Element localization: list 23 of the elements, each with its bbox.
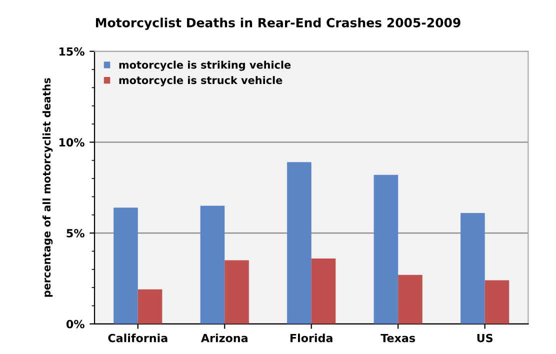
x-tick-label: Arizona xyxy=(200,334,248,342)
bar xyxy=(398,274,422,324)
chart-title: Motorcyclist Deaths in Rear-End Crashes 2005-2009 xyxy=(96,18,460,30)
x-tick-label: Texas xyxy=(380,334,416,342)
x-tick-label: US xyxy=(477,334,493,342)
bar xyxy=(114,208,138,324)
bar xyxy=(138,289,162,324)
bar xyxy=(460,213,485,324)
bar xyxy=(287,162,312,324)
legend-label: motorcycle is striking vehicle xyxy=(119,60,291,71)
y-tick-label: 10% xyxy=(59,138,84,147)
bar xyxy=(224,260,249,324)
bar xyxy=(484,280,510,324)
y-tick-label: 5% xyxy=(66,229,84,238)
y-tick-label: 0% xyxy=(66,320,84,328)
bar xyxy=(374,174,398,324)
y-tick-label: 15% xyxy=(59,47,84,56)
y-axis-title: percentage of all motorcyclist deaths xyxy=(42,78,53,297)
legend-label: motorcycle is struck vehicle xyxy=(119,76,282,86)
bar xyxy=(200,206,225,324)
x-tick-label: California xyxy=(108,334,168,342)
bar xyxy=(311,258,336,324)
x-tick-label: Florida xyxy=(290,334,332,342)
